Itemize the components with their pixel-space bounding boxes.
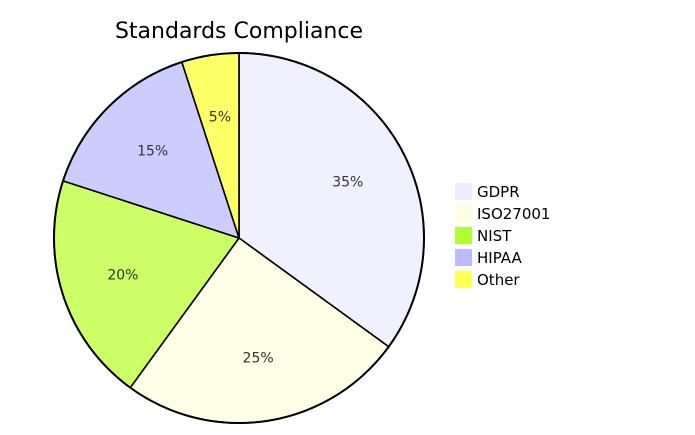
pie-outline [53, 52, 425, 424]
chart-title: Standards Compliance [115, 19, 363, 44]
legend-label-hipaa: HIPAA [477, 249, 522, 267]
legend-swatch-nist [455, 227, 472, 244]
chart-legend: GDPR ISO27001 NIST HIPAA Other [455, 183, 550, 289]
pie-slices [53, 52, 425, 424]
slice-label-nist: 20% [107, 268, 138, 284]
legend-swatch-other [455, 271, 472, 288]
legend-label-gdpr: GDPR [477, 183, 520, 201]
legend-label-nist: NIST [477, 227, 512, 245]
legend-label-other: Other [477, 271, 520, 289]
slice-label-gdpr: 35% [332, 175, 363, 191]
slice-label-other: 5% [209, 109, 231, 125]
legend-swatch-iso27001 [455, 205, 472, 222]
pie-slice-labels: 35% 25% 20% 15% 5% [107, 109, 363, 366]
slice-label-hipaa: 15% [137, 144, 168, 160]
legend-swatch-gdpr [455, 183, 472, 200]
slice-label-iso27001: 25% [243, 351, 274, 367]
legend-swatch-hipaa [455, 249, 472, 266]
legend-label-iso27001: ISO27001 [477, 205, 550, 223]
